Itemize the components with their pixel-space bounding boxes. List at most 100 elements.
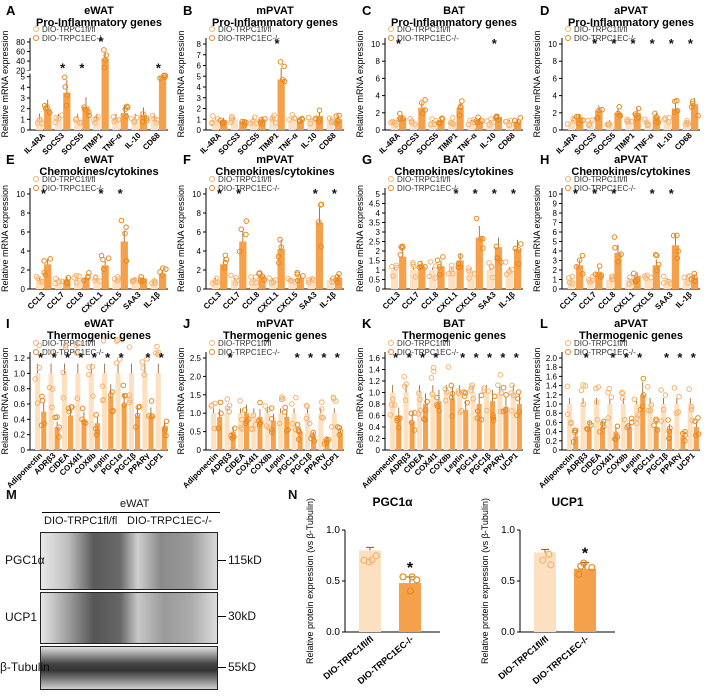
bar	[660, 404, 666, 450]
data-point	[635, 114, 642, 121]
data-point	[586, 121, 593, 128]
data-point	[256, 270, 263, 276]
data-point	[630, 270, 637, 277]
data-point	[493, 113, 500, 120]
x-tick-label: SAA3	[121, 290, 143, 312]
significance-star: *	[119, 350, 125, 365]
bar	[61, 373, 67, 450]
data-point	[209, 402, 215, 408]
data-point	[315, 219, 322, 225]
data-point	[635, 105, 642, 112]
data-point	[248, 425, 255, 432]
data-point	[73, 279, 80, 286]
data-point	[428, 375, 435, 381]
data-point	[422, 264, 428, 270]
blot-kd-label-2: 30kD	[228, 609, 257, 623]
y-axis-label: Relative mRNA expression	[532, 185, 542, 292]
data-point	[276, 420, 283, 427]
data-point	[61, 74, 68, 81]
bar	[652, 265, 660, 289]
significance-star: *	[332, 186, 338, 201]
bar	[449, 398, 455, 450]
data-point	[134, 114, 140, 121]
significance-star: *	[396, 36, 402, 51]
data-point	[325, 436, 332, 443]
data-point	[154, 343, 160, 350]
bar	[567, 121, 576, 130]
legend-marker-ko	[388, 185, 394, 191]
data-point	[329, 423, 335, 430]
data-point	[122, 230, 128, 237]
data-point	[109, 389, 115, 395]
bar	[277, 79, 285, 130]
data-point	[621, 416, 628, 423]
data-point	[660, 273, 667, 280]
data-point	[517, 115, 524, 121]
data-point	[54, 414, 60, 420]
data-point	[123, 113, 130, 120]
legend-label-ko: DIO-TRPC1EC-/-	[574, 34, 636, 43]
data-point	[685, 121, 692, 127]
bar	[614, 252, 622, 289]
y-tick-label: 2	[376, 247, 381, 256]
bar	[595, 271, 603, 289]
bar	[120, 241, 128, 289]
legend-label-ctrl: DIO-TRPC1fl/fl	[42, 339, 96, 348]
bar	[230, 279, 239, 289]
panel-title: BAT	[443, 318, 465, 330]
significance-star: *	[407, 350, 413, 365]
data-point	[685, 280, 691, 286]
data-point	[596, 107, 602, 114]
data-point	[491, 393, 498, 400]
data-point	[387, 412, 394, 418]
y-tick-label: 8	[553, 57, 558, 66]
blot-band-tubulin	[40, 646, 218, 690]
bar	[625, 121, 633, 130]
y-tick-label: 8	[21, 209, 26, 218]
bar	[288, 279, 296, 289]
bar	[331, 413, 337, 450]
data-point	[691, 270, 698, 277]
bar	[88, 373, 94, 450]
x-tick-label: TNF-α	[277, 131, 300, 154]
data-point	[46, 384, 53, 391]
y-tick-label: 1	[376, 266, 381, 275]
data-point	[417, 407, 424, 414]
panel-letter-B: B	[183, 3, 192, 18]
data-point	[36, 364, 43, 371]
panel-subtitle: Pro-Inflammatory genes	[36, 17, 162, 29]
data-point	[434, 403, 441, 410]
data-point	[140, 111, 146, 117]
bar	[250, 119, 258, 130]
data-point	[99, 383, 106, 389]
data-point	[682, 432, 688, 438]
data-point	[654, 252, 660, 259]
data-point	[79, 405, 86, 412]
bar	[296, 277, 304, 289]
data-point	[95, 114, 101, 120]
data-point	[688, 403, 695, 410]
legend-label-ctrl: DIO-TRPC1fl/fl	[397, 339, 451, 348]
bar	[574, 568, 596, 632]
bar	[63, 92, 71, 130]
blot-row-label-2: UCP1	[5, 610, 38, 624]
panel-title: mPVAT	[256, 318, 294, 330]
y-tick-label: 6	[21, 228, 26, 237]
data-point	[118, 217, 125, 224]
y-tick-label: 0.4	[14, 415, 26, 424]
data-point	[141, 371, 147, 378]
data-point	[64, 280, 71, 287]
data-point	[49, 386, 56, 392]
bar	[671, 108, 680, 130]
data-point	[110, 114, 117, 120]
data-point	[268, 405, 275, 411]
bar	[161, 427, 167, 450]
data-point	[41, 258, 47, 264]
data-point	[239, 118, 246, 125]
significance-star: *	[453, 186, 459, 201]
data-point	[465, 265, 472, 271]
data-point	[53, 275, 59, 282]
data-point	[651, 422, 657, 428]
data-point	[329, 279, 335, 285]
bar	[82, 277, 90, 289]
